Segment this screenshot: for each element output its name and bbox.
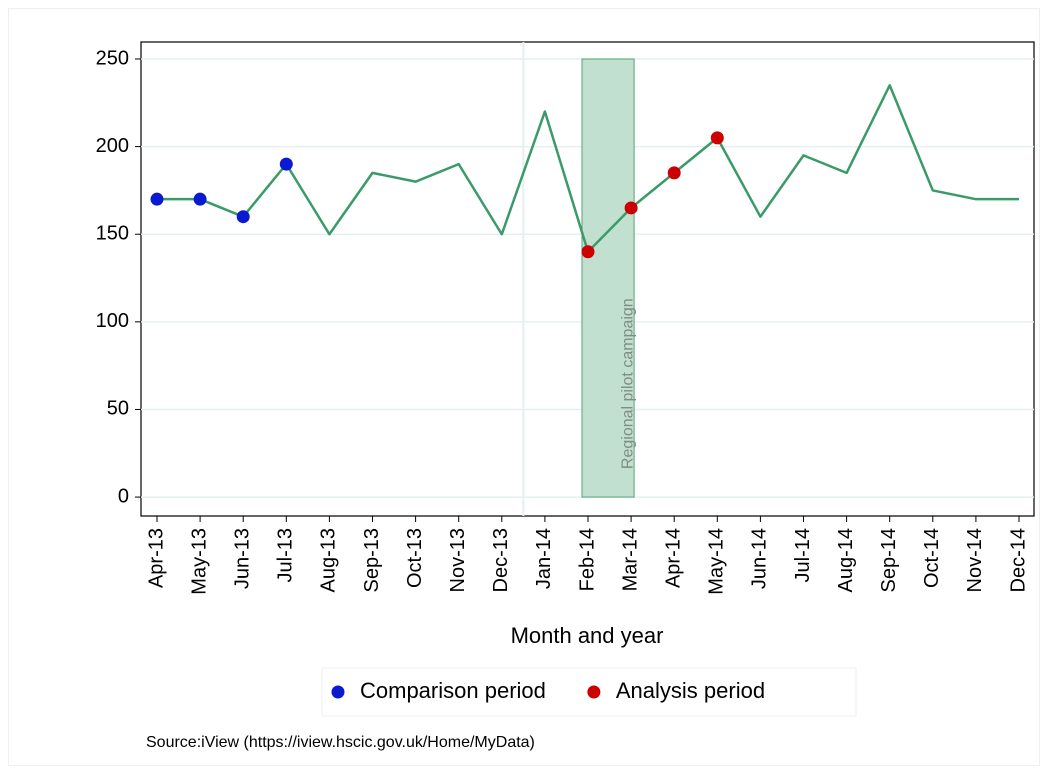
data-point: [279, 157, 293, 171]
x-tick-label: Jun-14: [749, 528, 771, 589]
y-tick-label: 200: [96, 135, 129, 157]
legend-label: Analysis period: [616, 678, 765, 703]
data-point: [710, 131, 724, 145]
x-tick-label: Nov-13: [447, 528, 469, 592]
data-point: [193, 192, 207, 206]
source-note: Source:iView (https://iview.hscic.gov.uk…: [146, 734, 535, 751]
x-tick-label: Dec-14: [1007, 528, 1029, 592]
x-tick-label: Sep-14: [878, 528, 900, 593]
x-tick-label: Nov-14: [964, 528, 986, 592]
x-tick-label: Jun-13: [231, 528, 253, 589]
annotation-band: [581, 58, 635, 498]
x-tick-label: Oct-14: [921, 528, 943, 588]
data-point: [150, 192, 164, 206]
x-tick-label: Dec-13: [490, 528, 512, 592]
x-tick-label: May-13: [188, 528, 210, 595]
data-point: [236, 210, 250, 224]
y-tick-label: 150: [96, 223, 129, 245]
y-tick-label: 50: [107, 398, 129, 420]
data-point: [624, 201, 638, 215]
x-tick-label: Apr-13: [145, 528, 167, 588]
x-tick-label: May-14: [706, 528, 728, 595]
x-tick-label: Jul-14: [792, 528, 814, 582]
y-tick-label: 250: [96, 47, 129, 69]
x-tick-label: Aug-13: [318, 528, 340, 593]
x-tick-label: Sep-13: [361, 528, 383, 593]
y-tick-label: 100: [96, 310, 129, 332]
y-tick-label: 0: [118, 485, 129, 507]
legend-marker: [331, 685, 345, 699]
x-tick-label: Oct-13: [404, 528, 426, 588]
x-tick-label: Jul-13: [275, 528, 297, 582]
x-tick-label: Jan-14: [533, 528, 555, 589]
x-tick-label: Aug-14: [835, 528, 857, 593]
x-tick-label: Mar-14: [619, 528, 641, 591]
x-axis-label: Month and year: [511, 623, 664, 648]
annotation-label: Regional pilot campaign: [619, 298, 636, 469]
data-point: [581, 245, 595, 259]
legend-label: Comparison period: [360, 678, 546, 703]
x-tick-label: Feb-14: [576, 528, 598, 591]
data-point: [667, 166, 681, 180]
x-tick-label: Apr-14: [662, 528, 684, 588]
legend-marker: [587, 685, 601, 699]
